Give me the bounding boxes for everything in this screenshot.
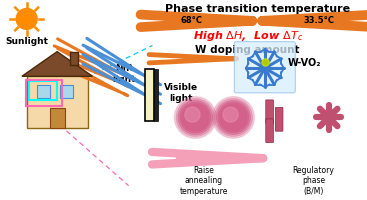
Text: Regulatory
phase
(B/M): Regulatory phase (B/M) (292, 166, 334, 196)
Text: W-VO₂: W-VO₂ (288, 58, 321, 68)
Circle shape (182, 104, 208, 131)
Circle shape (178, 100, 212, 135)
Polygon shape (22, 52, 92, 76)
FancyBboxPatch shape (37, 85, 51, 98)
Text: 68°C: 68°C (180, 16, 202, 25)
FancyBboxPatch shape (275, 108, 283, 131)
FancyBboxPatch shape (60, 85, 73, 98)
Circle shape (214, 99, 252, 136)
FancyBboxPatch shape (266, 100, 273, 124)
Circle shape (212, 97, 254, 138)
Text: High $\mathit{\Delta H}$,  Low $\mathit{\Delta T_c}$: High $\mathit{\Delta H}$, Low $\mathit{\… (193, 29, 303, 43)
FancyBboxPatch shape (266, 119, 273, 143)
FancyBboxPatch shape (50, 108, 65, 128)
FancyBboxPatch shape (27, 76, 88, 128)
Text: Sunlight: Sunlight (5, 37, 48, 46)
Text: Phase transition temperature: Phase transition temperature (165, 4, 350, 14)
Circle shape (216, 100, 251, 135)
FancyBboxPatch shape (235, 42, 295, 93)
Text: Raise
annealing
temperature: Raise annealing temperature (180, 166, 228, 196)
Circle shape (16, 9, 37, 29)
Circle shape (223, 107, 238, 122)
Text: NIR
light: NIR light (112, 64, 135, 84)
Circle shape (180, 102, 211, 133)
FancyBboxPatch shape (70, 52, 78, 65)
Circle shape (218, 102, 248, 133)
Text: W doping amount: W doping amount (196, 45, 300, 55)
Circle shape (220, 104, 247, 131)
Text: 33.5°C: 33.5°C (304, 16, 334, 25)
Circle shape (176, 99, 214, 136)
FancyBboxPatch shape (145, 69, 155, 121)
FancyBboxPatch shape (155, 69, 158, 121)
Circle shape (185, 107, 200, 122)
Text: Visible
light: Visible light (164, 83, 198, 103)
Circle shape (174, 97, 216, 138)
